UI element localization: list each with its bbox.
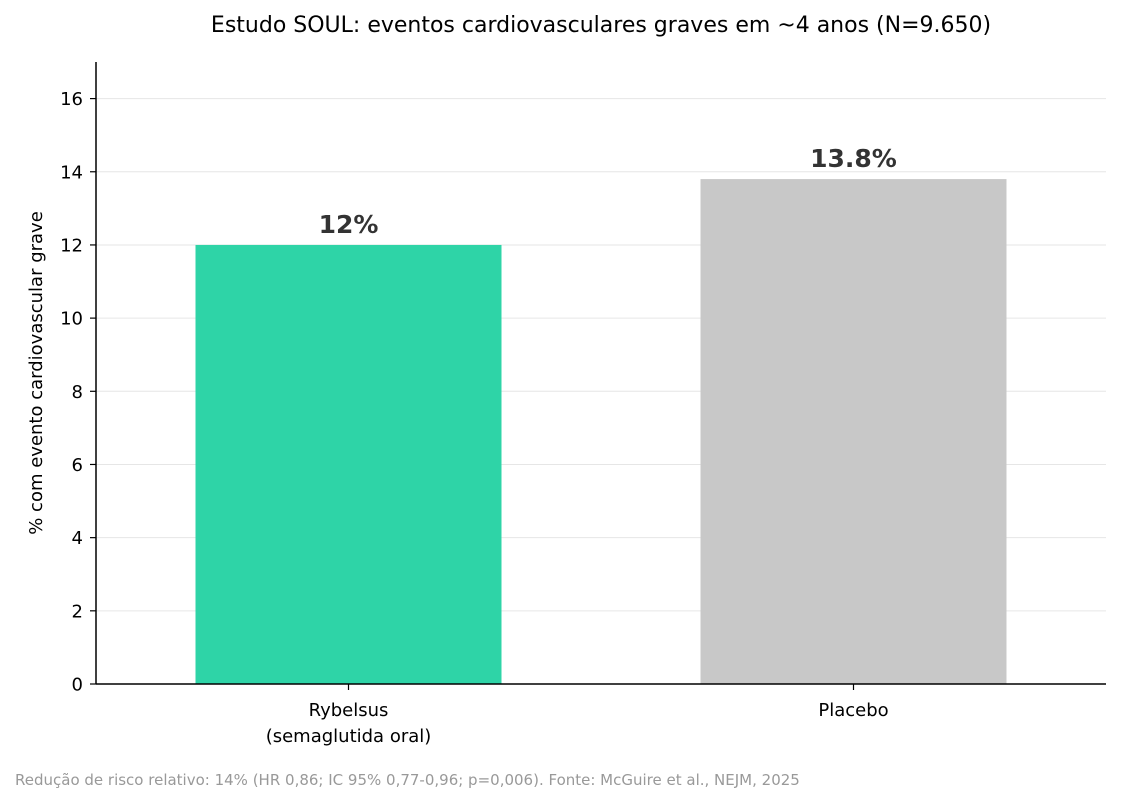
y-tick-label: 10 — [60, 309, 83, 330]
bar — [195, 244, 502, 685]
data-label: 13.8% — [810, 144, 897, 173]
y-axis-label: % com evento cardiovascular grave — [26, 211, 47, 535]
y-tick-label: 16 — [60, 89, 83, 110]
y-tick-label: 2 — [72, 601, 83, 622]
chart-title: Estudo SOUL: eventos cardiovasculares gr… — [211, 13, 991, 38]
y-tick-label: 4 — [72, 528, 83, 549]
footnote: Redução de risco relativo: 14% (HR 0,86;… — [15, 771, 800, 789]
y-tick-label: 12 — [60, 235, 83, 256]
x-categories: Rybelsus (semaglutida oral) Placebo — [266, 684, 889, 747]
bar — [700, 179, 1007, 685]
bars — [195, 179, 1007, 685]
x-category-label: (semaglutida oral) — [266, 726, 432, 747]
axes — [95, 62, 1106, 685]
data-labels: 12% 13.8% — [319, 144, 897, 239]
data-label: 12% — [319, 210, 379, 239]
y-tick-label: 8 — [72, 382, 83, 403]
x-category-label: Placebo — [818, 700, 888, 721]
y-tick-label: 6 — [72, 455, 83, 476]
y-ticks: 0 2 4 6 8 10 12 14 16 — [60, 89, 96, 696]
x-category-label: Rybelsus — [309, 700, 389, 721]
y-tick-label: 0 — [72, 675, 83, 696]
y-tick-label: 14 — [60, 162, 83, 183]
